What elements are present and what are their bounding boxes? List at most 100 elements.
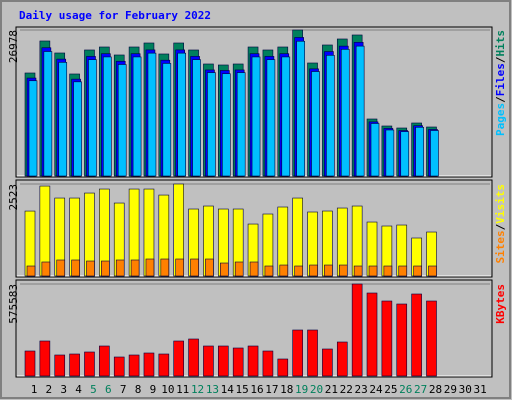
bar [381,300,393,377]
bar [207,72,216,177]
bar [355,45,365,177]
bar [262,350,274,377]
bar [26,265,36,277]
legend-entry: KBytes [494,284,507,324]
x-tick-label: 23 [355,383,368,396]
bar [86,260,95,277]
bar [264,265,274,277]
bar [383,265,393,277]
legend-entry: Files [494,63,507,96]
bar [218,345,229,377]
x-tick-label: 6 [105,383,112,396]
bar [69,353,80,377]
legend-entry: Pages [494,103,507,136]
bar [336,341,348,377]
x-tick-label: 25 [384,383,397,396]
x-tick-label: 7 [120,383,127,396]
bar [54,354,66,377]
bar [426,300,437,377]
bar [24,350,36,377]
bar [192,59,201,177]
bar [73,81,82,177]
bar [351,205,363,277]
x-tick-label: 8 [135,383,142,396]
bar [279,264,289,277]
x-tick-label: 13 [206,383,219,396]
bar [232,347,244,377]
bar [324,264,333,277]
legend-entry: Sites [494,230,507,263]
bar [338,264,348,277]
bar [411,293,422,377]
bar [160,258,170,277]
x-tick-label: 24 [369,383,383,396]
bar [415,126,424,177]
legend-separator: / [494,223,507,230]
bar [130,259,140,277]
bar [281,56,291,177]
bar [56,259,66,277]
bar [368,265,378,277]
x-tick-label: 31 [473,383,486,396]
bar [251,56,261,177]
bar [249,261,259,277]
chart-title: Daily usage for February 2022 [19,9,211,22]
bar [158,353,170,377]
bar [307,329,318,377]
bar [309,264,318,277]
x-tick-label: 26 [399,383,412,396]
bar [103,56,112,177]
bar [236,72,246,177]
bar [247,345,259,377]
bar [413,265,422,277]
bar [222,73,231,177]
bar [147,52,157,177]
bar [370,123,380,177]
bar [84,351,95,377]
legend: Pages/Files/Hits [494,30,507,136]
bar [99,345,110,377]
bar [132,56,142,177]
x-tick-label: 9 [150,383,157,396]
bar [101,260,110,277]
bar [277,358,289,377]
bar [220,262,229,277]
x-tick-label: 5 [90,383,97,396]
legend-entry: Hits [494,30,507,57]
x-tick-label: 3 [60,383,67,396]
bar [396,303,408,377]
x-tick-label: 27 [414,383,427,396]
x-tick-label: 22 [340,383,353,396]
x-tick-label: 29 [444,383,457,396]
bar [326,55,335,177]
bar [43,51,53,177]
bar [143,352,155,377]
x-tick-label: 16 [250,383,263,396]
x-tick-label: 2 [46,383,53,396]
bar [39,340,51,377]
bar [28,80,38,177]
legend-entry: Visits [494,184,507,224]
bar [58,62,68,177]
legend: Sites/Visits [494,184,507,264]
x-tick-label: 18 [280,383,293,396]
bar [71,259,80,277]
bar [190,258,199,277]
x-tick-label: 15 [236,383,249,396]
legend: KBytes [494,284,507,324]
y-tick-label: 2523 [7,184,20,211]
x-tick-label: 11 [176,383,189,396]
bar [173,340,184,377]
bar [296,40,305,177]
bar [177,52,186,177]
bar [115,259,125,277]
x-tick-label: 1 [31,383,38,396]
x-tick-label: 12 [191,383,204,396]
x-tick-label: 20 [310,383,323,396]
bar [205,258,214,277]
bar [340,49,350,177]
bar [385,129,395,177]
bar [353,265,363,277]
y-tick-label: 575583 [7,284,20,324]
bar [117,64,127,177]
